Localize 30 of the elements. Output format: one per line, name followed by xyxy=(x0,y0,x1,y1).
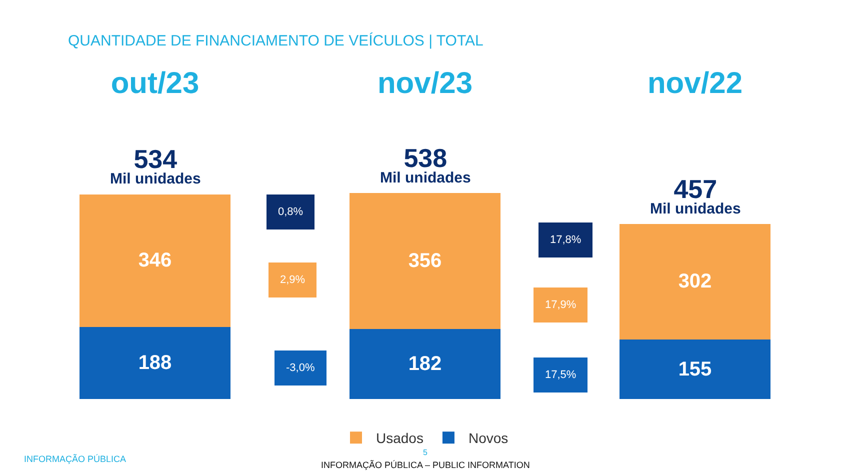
legend-label: Novos xyxy=(468,430,508,446)
text: INFORMAÇÃO PÚBLICA xyxy=(24,454,126,464)
legend-label: Usados xyxy=(376,430,424,446)
data-label: 356 xyxy=(408,250,442,272)
annotation: 17,8% xyxy=(550,234,582,246)
chart-title: QUANTIDADE DE FINANCIAMENTO DE VEÍCULOS | TOTAL xyxy=(68,31,484,50)
x-tick-label: out/23 xyxy=(110,67,200,100)
annotation: 2,9% xyxy=(280,274,306,286)
annotation: 17,5% xyxy=(545,369,576,381)
bar xyxy=(79,194,231,327)
data-label: 302 xyxy=(678,270,712,293)
total-label: 538 Mil unidades xyxy=(380,143,471,187)
bar xyxy=(349,329,501,399)
bar xyxy=(619,340,771,399)
annotation: -3,0% xyxy=(286,362,315,374)
total-label: 534 Mil unidades xyxy=(110,144,201,188)
data-label: 188 xyxy=(138,352,172,374)
total-label: 457 Mil unidades xyxy=(650,174,741,218)
data-label: 155 xyxy=(678,358,712,380)
bar xyxy=(619,224,771,340)
x-tick-label: nov/23 xyxy=(377,67,473,100)
annotation: 0,8% xyxy=(278,206,304,218)
annotation: 17,9% xyxy=(545,299,576,311)
bar xyxy=(79,326,231,399)
text: 5 xyxy=(423,448,428,457)
data-label: 346 xyxy=(138,250,172,272)
bar xyxy=(349,192,501,330)
data-label: 182 xyxy=(408,353,442,376)
x-tick-label: nov/22 xyxy=(647,67,743,100)
text: INFORMAÇÃO PÚBLICA – PUBLIC INFORMATION xyxy=(321,460,530,470)
